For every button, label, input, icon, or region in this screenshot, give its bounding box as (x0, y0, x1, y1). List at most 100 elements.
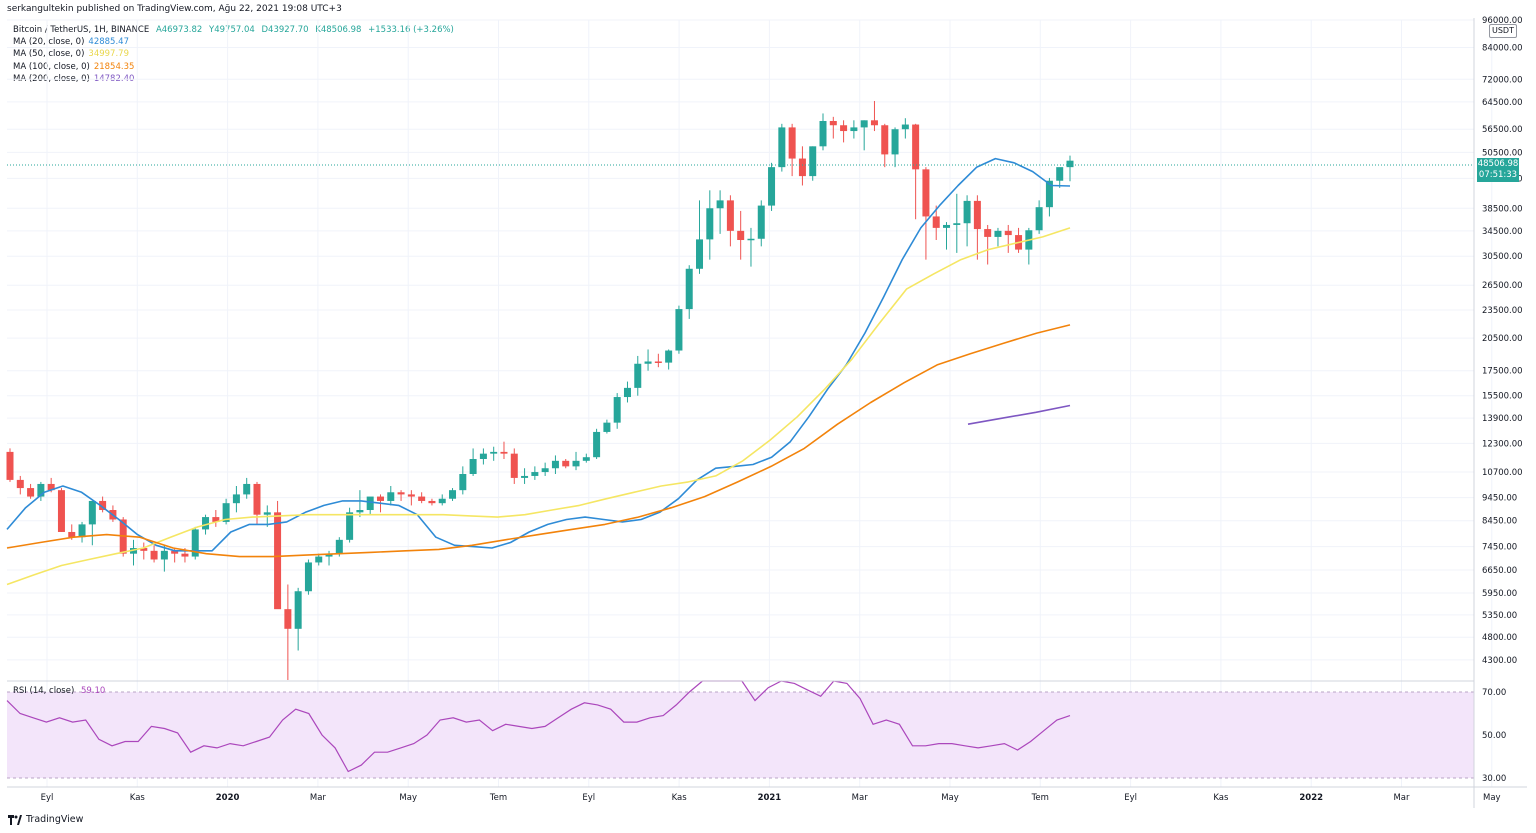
candle-body (263, 512, 271, 515)
ma100-line (6, 324, 1071, 558)
price-tick-label: 4300.00 (1482, 656, 1517, 666)
candle-body (16, 479, 24, 489)
candle-body (428, 500, 436, 504)
candle-body (47, 483, 55, 491)
price-tick-label: 64500.00 (1482, 98, 1523, 108)
candle-body (335, 539, 343, 554)
candle-body (891, 129, 899, 155)
candle-body (562, 460, 570, 467)
ma100-row[interactable]: MA (100, close, 0) 21854.35 (13, 61, 454, 73)
candle-body (284, 609, 292, 629)
candle-body (376, 496, 384, 501)
candle-body (510, 453, 518, 478)
candle-body (850, 127, 858, 132)
candle-body (768, 167, 776, 206)
candle-body (994, 230, 1002, 237)
candle-body (809, 146, 817, 177)
candle-body (706, 208, 714, 240)
moving-averages (6, 157, 1071, 586)
ohlc-close: K48506.98 (315, 25, 362, 35)
candle-body (366, 496, 374, 511)
rsi-line (6, 680, 1071, 773)
candle-body (943, 224, 951, 228)
price-tick-label: 38500.00 (1482, 204, 1523, 214)
time-tick-label: Kas (672, 793, 688, 803)
candle-body (829, 120, 837, 126)
last-price: 48506.98 (1477, 159, 1519, 169)
candle-body (438, 498, 446, 504)
candle-body (88, 500, 96, 525)
candle-body (346, 512, 354, 540)
ohlc-high: Y49757.04 (209, 25, 255, 35)
ma20-row[interactable]: MA (20, close, 0) 42885.47 (13, 36, 454, 48)
publisher-header: serkangultekin published on TradingView.… (7, 4, 342, 14)
candle-body (613, 397, 621, 423)
candle-body (191, 529, 199, 557)
rsi-value: 59.10 (80, 686, 106, 696)
ma50-label: MA (50, close, 0) (13, 49, 85, 60)
candle-body (407, 494, 415, 497)
candle-body (521, 475, 529, 478)
candle-body (37, 483, 45, 497)
footer-brand: TradingView (26, 814, 84, 825)
time-tick-label: Mar (1393, 793, 1410, 803)
ma100-value: 21854.35 (93, 61, 135, 72)
candle-body (634, 363, 642, 388)
price-tick-label: 10700.00 (1482, 468, 1523, 478)
currency-badge[interactable]: USDT (1489, 24, 1517, 38)
candle-body (99, 500, 107, 511)
time-tick-label: Kas (130, 793, 146, 803)
candle-body (160, 550, 168, 560)
ma50-row[interactable]: MA (50, close, 0) 34997.79 (13, 48, 454, 60)
candle-body (1066, 160, 1074, 168)
symbol-row[interactable]: Bitcoin / TetherUS, 1H, BINANCE A46973.8… (13, 24, 454, 36)
candle-body (747, 238, 755, 241)
candle-body (644, 361, 652, 364)
candle-body (140, 548, 148, 551)
candle-body (315, 556, 323, 563)
candle-body (881, 125, 889, 155)
candle-body (696, 239, 704, 269)
time-tick-label: Tem (489, 793, 507, 803)
candle-body (716, 200, 724, 209)
candle-body (675, 309, 683, 351)
candle-body (531, 472, 539, 476)
price-tick-label: 34500.00 (1482, 227, 1523, 237)
price-tick-label: 8450.00 (1482, 517, 1517, 527)
rsi-tick-label: 30.00 (1482, 774, 1506, 784)
candle-body (469, 459, 477, 474)
candle-body (603, 422, 611, 432)
candle-body (449, 490, 457, 499)
ma20-value: 42885.47 (88, 37, 129, 48)
rsi-series (6, 680, 1071, 773)
price-tick-label: 56500.00 (1482, 125, 1523, 135)
price-tick-label: 6650.00 (1482, 566, 1517, 576)
price-tick-label: 96000.00 (1482, 16, 1523, 26)
rsi-legend[interactable]: RSI (14, close) 59.10 (13, 686, 105, 696)
symbol-name[interactable]: Bitcoin / TetherUS, 1H, BINANCE (13, 25, 150, 35)
price-tick-label: 30500.00 (1482, 252, 1523, 262)
ma100-label: MA (100, close, 0) (13, 61, 90, 72)
candle-body (726, 200, 734, 231)
candle-body (397, 492, 405, 495)
price-tick-label: 9450.00 (1482, 494, 1517, 504)
rsi-axis[interactable]: 70.00 50.00 30.00 (1482, 688, 1506, 784)
candle-body (356, 510, 364, 513)
time-tick-label: May (1483, 793, 1501, 803)
price-tick-label: 23500.00 (1482, 306, 1523, 316)
candle-body (541, 468, 549, 473)
candle-body (973, 200, 981, 230)
time-tick-label: Mar (852, 793, 869, 803)
time-axis[interactable]: Eyl Kas 2020 Mar May Tem Eyl Kas 2021 Mar May Tem Ey… (41, 793, 1501, 803)
candle-body (788, 127, 796, 159)
ma50-value: 34997.79 (88, 49, 129, 60)
footer-branding[interactable]: TradingView (8, 814, 83, 825)
candle-body (171, 550, 179, 554)
price-axis[interactable]: 96000.00 84000.00 72000.00 64500.00 56500.00… (1482, 16, 1523, 666)
candle-body (253, 483, 261, 515)
candle-body (57, 490, 65, 532)
candle-body (243, 483, 251, 495)
price-tick-label: 7450.00 (1482, 543, 1517, 553)
time-tick-label: Tem (1031, 793, 1049, 803)
